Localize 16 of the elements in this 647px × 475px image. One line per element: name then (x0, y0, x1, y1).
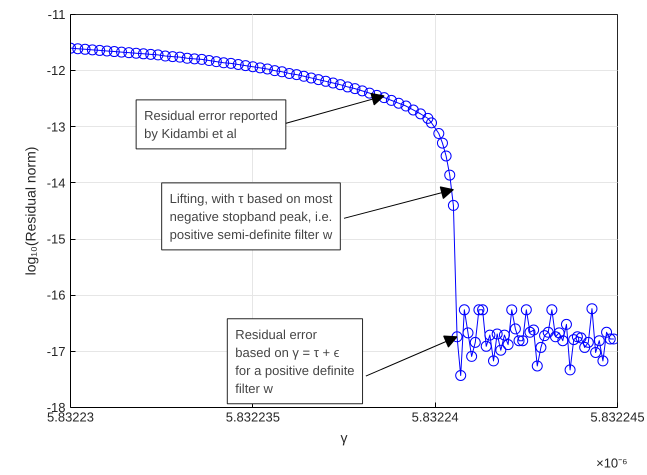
x-tick-label: 5.832235 (226, 410, 280, 424)
annotation: Lifting, with τ based on most negative stopband peak, i.e. positive semi-definite filter w (170, 190, 333, 242)
y-tick-label: -13 (46, 119, 66, 134)
y-tick-label: -15 (46, 232, 66, 247)
y-tick-label: -12 (46, 63, 66, 78)
y-tick-label: -17 (46, 344, 66, 359)
y-axis-title: log₁₀(Residual norm) (22, 146, 39, 276)
annotation: Residual error based on γ = τ + ϵ for a positive definite filter w (235, 326, 355, 396)
y-tick-label: -11 (48, 7, 66, 22)
annotation: Residual error reported by Kidambi et al (144, 108, 278, 141)
x-axis-title: γ (340, 430, 348, 446)
x-tick-label: 5.832245 (590, 410, 645, 424)
x-tick-label: 5.83224 (412, 410, 459, 424)
y-tick-label: -14 (46, 175, 66, 190)
text: ×10⁻⁶ (596, 456, 628, 470)
y-tick-label: -16 (46, 288, 66, 303)
